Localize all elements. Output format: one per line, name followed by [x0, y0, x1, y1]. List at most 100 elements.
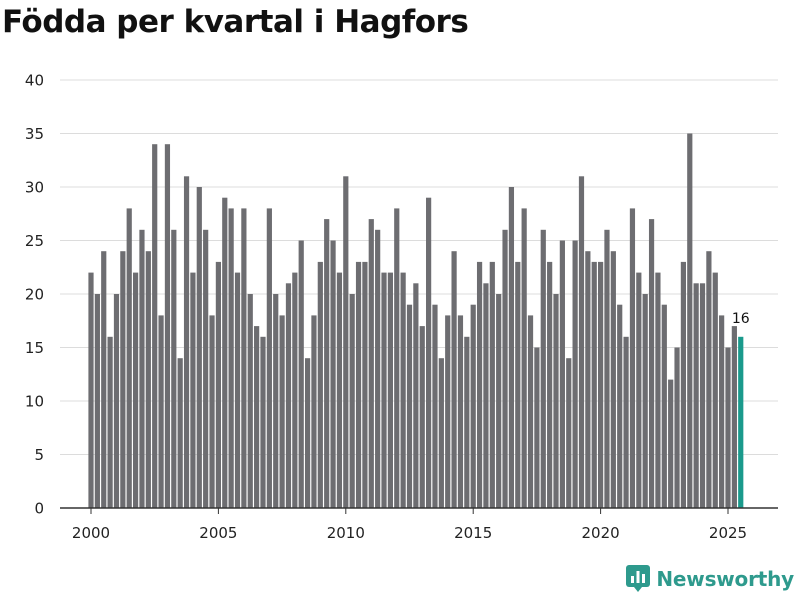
bar — [432, 304, 438, 508]
bar — [598, 261, 604, 508]
bar — [668, 379, 674, 508]
bar — [304, 358, 311, 508]
bar — [496, 294, 502, 508]
bar — [483, 283, 489, 508]
bar — [177, 358, 183, 508]
bar — [413, 283, 419, 508]
bar — [273, 294, 279, 508]
bar — [330, 240, 336, 508]
bar — [674, 347, 680, 508]
bar — [222, 197, 228, 508]
bar — [120, 251, 126, 508]
bar — [171, 229, 177, 509]
bar — [362, 261, 368, 508]
bar — [712, 272, 718, 508]
newsworthy-logo-icon — [626, 565, 651, 592]
bar — [426, 197, 432, 508]
bar — [457, 315, 464, 508]
bar — [311, 315, 317, 508]
bar — [476, 261, 483, 508]
bar — [706, 251, 712, 508]
bar — [381, 272, 387, 508]
bar — [406, 304, 413, 508]
bar — [152, 144, 158, 508]
bar — [559, 240, 565, 508]
bar — [107, 336, 113, 508]
bar — [527, 315, 534, 508]
bar — [336, 272, 343, 508]
bar — [215, 261, 221, 508]
bar — [145, 251, 151, 508]
y-tick-label: 5 — [34, 446, 44, 464]
y-tick-label: 25 — [25, 232, 44, 250]
chart-title: Födda per kvartal i Hagfors — [2, 4, 469, 40]
bar — [578, 176, 585, 509]
bars — [88, 133, 744, 509]
x-tick-label: 2005 — [199, 524, 237, 542]
axes — [60, 507, 778, 514]
bar — [94, 294, 100, 508]
bar — [553, 294, 559, 508]
newsworthy-logo: Newsworthy — [626, 564, 794, 594]
bar — [158, 315, 164, 508]
x-tick-label: 2020 — [582, 524, 620, 542]
bar — [642, 294, 648, 508]
bar — [617, 304, 623, 508]
bar — [693, 283, 699, 508]
x-tick-label: 2025 — [709, 524, 747, 542]
bar — [540, 229, 546, 509]
bar — [438, 358, 444, 508]
bar — [113, 294, 120, 508]
bar — [228, 208, 234, 508]
x-tick-label: 2000 — [72, 524, 110, 542]
bar — [260, 336, 266, 508]
bar — [547, 261, 553, 508]
bar — [247, 294, 253, 508]
bar — [489, 261, 495, 508]
bar — [699, 283, 706, 508]
bar — [534, 347, 540, 508]
bar — [254, 326, 260, 508]
bar — [725, 347, 731, 508]
y-tick-label: 10 — [25, 393, 44, 411]
x-tick-label: 2010 — [327, 524, 365, 542]
bar — [629, 208, 636, 508]
bar — [368, 219, 374, 508]
bar — [203, 229, 209, 509]
bar — [349, 294, 355, 508]
y-tick-label: 20 — [25, 286, 44, 304]
bar — [292, 272, 298, 508]
bar — [738, 336, 744, 508]
bar — [279, 315, 285, 508]
bar — [298, 240, 304, 508]
bar-value-label: 16 — [732, 311, 750, 327]
bar — [464, 336, 470, 508]
bar — [585, 251, 591, 508]
bar — [648, 219, 655, 508]
bar — [101, 251, 107, 508]
bar — [317, 261, 323, 508]
bar — [572, 240, 578, 508]
bar — [719, 315, 725, 508]
bar — [183, 176, 190, 509]
y-tick-label: 15 — [25, 339, 44, 357]
bar — [502, 229, 508, 509]
bar — [508, 187, 515, 508]
bar — [470, 304, 476, 508]
bar — [355, 261, 362, 508]
bar — [88, 272, 94, 508]
bar — [324, 219, 330, 508]
bar — [209, 315, 215, 508]
bar — [285, 283, 292, 508]
bar — [731, 326, 737, 508]
y-tick-label: 30 — [25, 179, 44, 197]
y-tick-label: 0 — [34, 500, 44, 518]
bar — [661, 304, 667, 508]
y-tick-label: 35 — [25, 125, 44, 143]
bar — [126, 208, 132, 508]
bar — [343, 176, 349, 509]
bar — [521, 208, 527, 508]
bar — [680, 261, 687, 508]
x-tick-label: 2015 — [454, 524, 492, 542]
